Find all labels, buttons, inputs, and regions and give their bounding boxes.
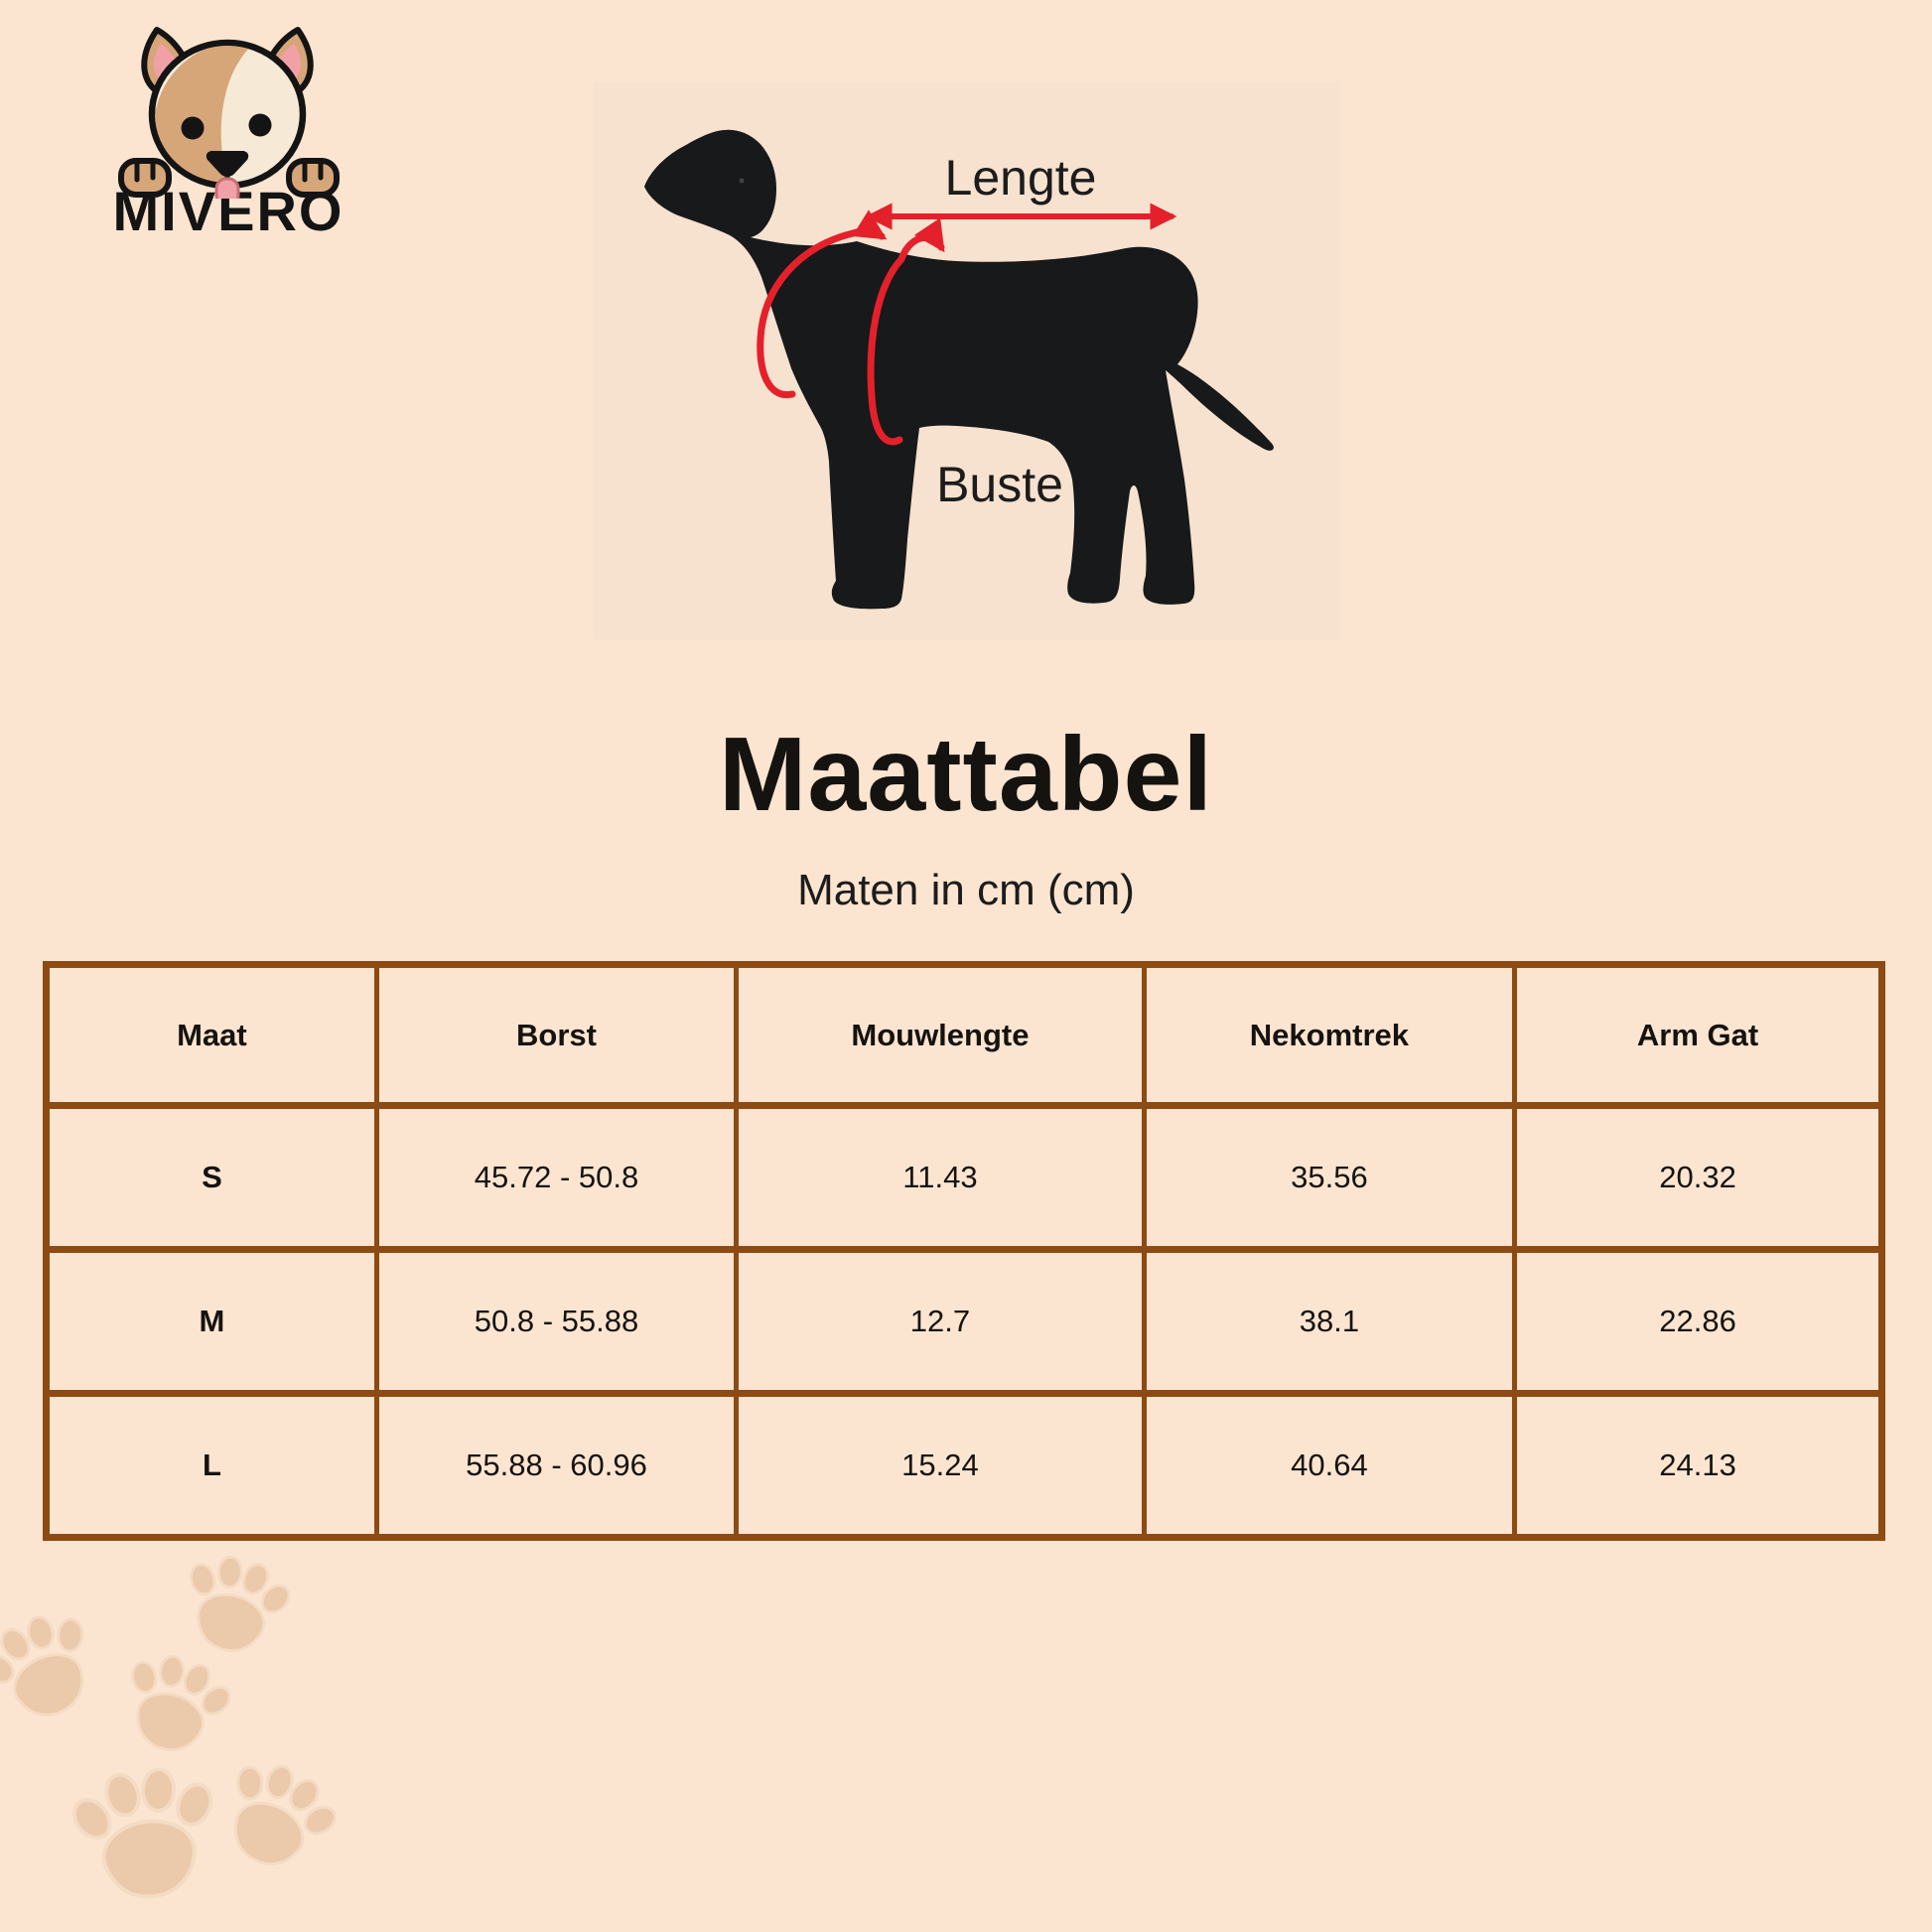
brand-logo: MIVERO bbox=[74, 22, 382, 243]
neck-girth-loop bbox=[757, 209, 888, 399]
header-mouwlengte: Mouwlengte bbox=[734, 961, 1147, 1109]
cell-size: M bbox=[44, 1246, 379, 1397]
table-row-m: M 50.8 - 55.88 12.7 38.1 22.86 bbox=[44, 1246, 1884, 1397]
dog-eye bbox=[739, 178, 745, 184]
puppy-tongue bbox=[214, 177, 239, 199]
header-nekomtrek: Nekomtrek bbox=[1141, 961, 1518, 1109]
size-table-wrap: Maat Borst Mouwlengte Nekomtrek Arm Gat … bbox=[43, 961, 1885, 1541]
cell-mouwlengte: 11.43 bbox=[734, 1102, 1147, 1253]
header-maat: Maat bbox=[44, 961, 379, 1109]
puppy-paws bbox=[117, 158, 340, 198]
cell-armgat: 24.13 bbox=[1512, 1390, 1884, 1541]
cell-size: S bbox=[44, 1102, 379, 1253]
cell-nekomtrek: 40.64 bbox=[1141, 1390, 1518, 1541]
chest-girth-loop bbox=[867, 217, 945, 446]
table-header-row: Maat Borst Mouwlengte Nekomtrek Arm Gat bbox=[44, 961, 1884, 1109]
cell-mouwlengte: 12.7 bbox=[734, 1246, 1147, 1397]
table-row-l: L 55.88 - 60.96 15.24 40.64 24.13 bbox=[44, 1390, 1884, 1541]
puppy-logo-icon bbox=[117, 27, 340, 199]
length-label: Lengte bbox=[945, 150, 1097, 206]
size-table: Maat Borst Mouwlengte Nekomtrek Arm Gat … bbox=[43, 961, 1885, 1541]
cell-borst: 50.8 - 55.88 bbox=[373, 1246, 740, 1397]
table-row-s: S 45.72 - 50.8 11.43 35.56 20.32 bbox=[44, 1102, 1884, 1253]
page-subtitle: Maten in cm (cm) bbox=[797, 866, 1135, 914]
header-borst: Borst bbox=[373, 961, 740, 1109]
cell-mouwlengte: 15.24 bbox=[734, 1390, 1147, 1541]
paw-print-icon bbox=[106, 1640, 244, 1767]
paw-print-icon bbox=[0, 1596, 116, 1737]
cell-borst: 55.88 - 60.96 bbox=[373, 1390, 740, 1541]
cell-borst: 45.72 - 50.8 bbox=[373, 1102, 740, 1253]
puppy-nose bbox=[206, 151, 248, 177]
dog-diagram-svg: Lengte Buste bbox=[644, 129, 1274, 610]
cell-nekomtrek: 38.1 bbox=[1141, 1246, 1518, 1397]
dog-measurement-diagram: Lengte Buste bbox=[593, 81, 1340, 639]
cell-armgat: 22.86 bbox=[1512, 1246, 1884, 1397]
cell-armgat: 20.32 bbox=[1512, 1102, 1884, 1253]
paw-print-icon bbox=[168, 1544, 302, 1665]
cell-nekomtrek: 35.56 bbox=[1141, 1102, 1518, 1253]
page-title: Maattabel bbox=[719, 716, 1213, 833]
measurement-annotations bbox=[757, 203, 1177, 446]
paw-prints-watermark bbox=[0, 1544, 353, 1909]
cell-size: L bbox=[44, 1390, 379, 1541]
paw-print-icon bbox=[61, 1757, 232, 1909]
girth-label: Buste bbox=[936, 457, 1063, 512]
header-armgat: Arm Gat bbox=[1512, 961, 1884, 1109]
paw-print-icon bbox=[201, 1743, 353, 1888]
puppy-right-eye bbox=[248, 113, 271, 137]
puppy-left-eye bbox=[181, 116, 204, 140]
puppy-head bbox=[148, 39, 306, 199]
dog-silhouette bbox=[644, 129, 1274, 610]
